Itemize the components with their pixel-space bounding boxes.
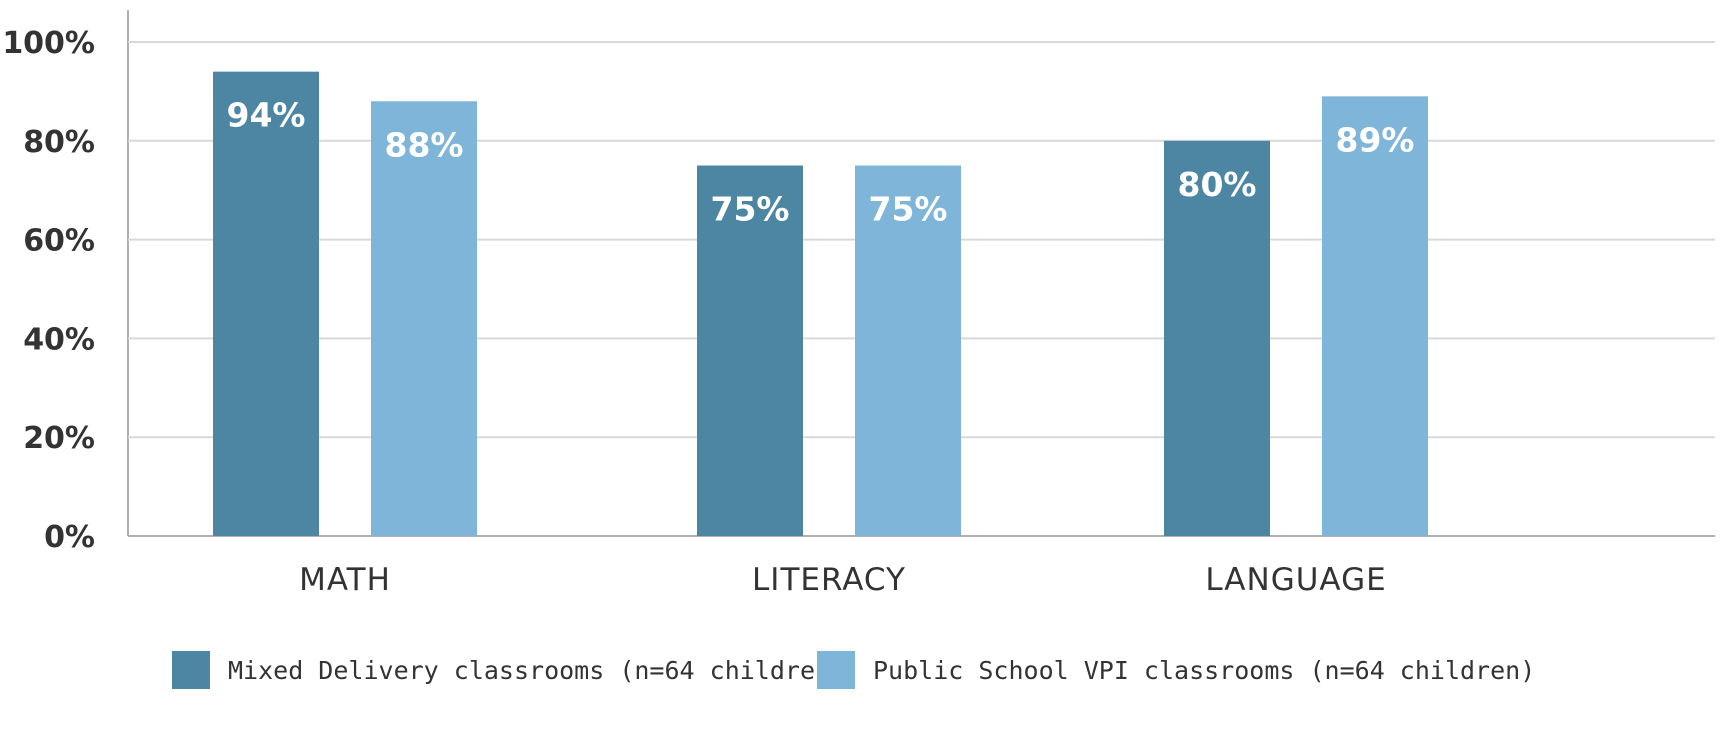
bar-value-label: 89%: [1336, 120, 1415, 159]
y-tick-label: 80%: [23, 125, 95, 160]
legend: Mixed Delivery classrooms (n=64 children…: [172, 651, 1535, 689]
bar-value-label: 80%: [1178, 165, 1257, 204]
bar: [1164, 140, 1270, 537]
y-tick-label: 100%: [2, 26, 95, 61]
bar: [213, 71, 319, 536]
legend-swatch: [172, 651, 210, 689]
x-category-label: LANGUAGE: [1205, 562, 1386, 598]
bar-value-label: 75%: [869, 190, 948, 229]
legend-swatch: [817, 651, 855, 689]
x-axis-categories: MATH LITERACY LANGUAGE: [299, 562, 1386, 598]
bars: 94% 75% 80% 88% 75% 89%: [213, 71, 1428, 537]
bar: [371, 101, 477, 536]
y-tick-label: 0%: [44, 520, 95, 555]
y-tick-label: 40%: [23, 322, 95, 357]
legend-label: Mixed Delivery classrooms (n=64 children…: [228, 656, 845, 685]
y-tick-label: 60%: [23, 224, 95, 259]
bar-value-label: 94%: [227, 96, 306, 135]
bar: [855, 165, 961, 536]
y-axis-ticks: 0% 20% 40% 60% 80% 100%: [2, 26, 95, 555]
y-tick-label: 20%: [23, 421, 95, 456]
x-category-label: MATH: [299, 562, 391, 598]
bar-value-label: 75%: [711, 190, 790, 229]
bar: [697, 165, 803, 536]
bar: [1322, 96, 1428, 536]
legend-label: Public School VPI classrooms (n=64 child…: [873, 656, 1535, 685]
x-category-label: LITERACY: [752, 562, 906, 598]
bar-value-label: 88%: [385, 125, 464, 164]
